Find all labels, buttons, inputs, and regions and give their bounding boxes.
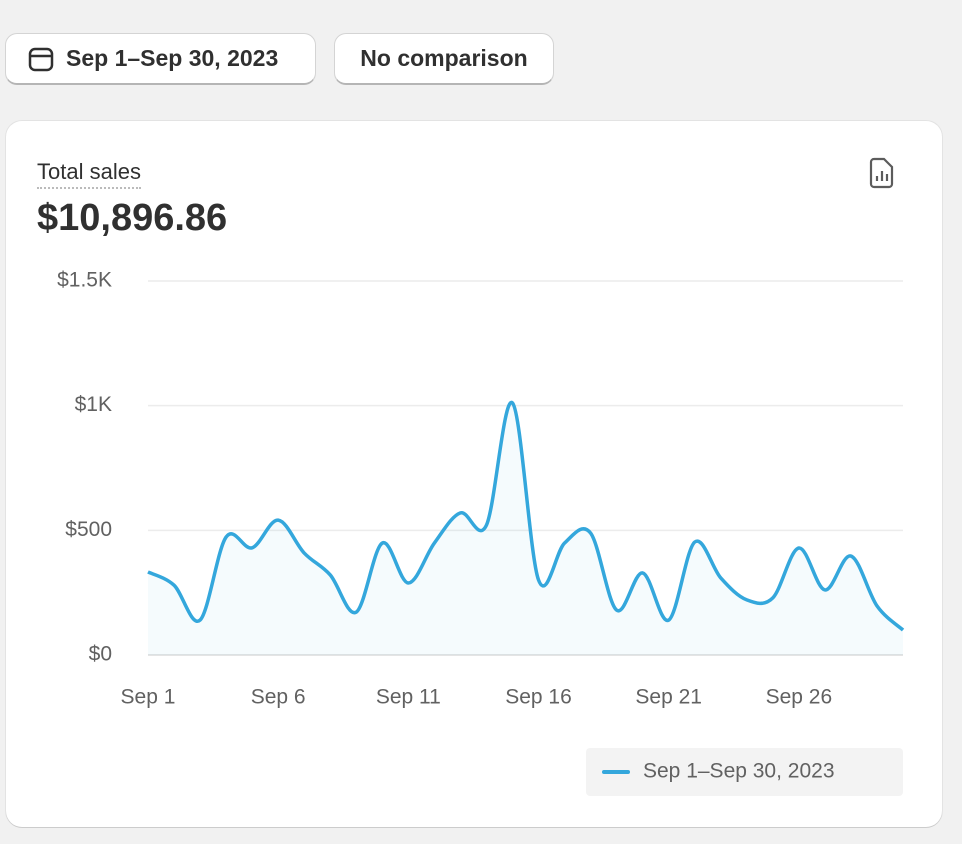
button-label: Sep 1–Sep 30, 2023 [66, 45, 279, 71]
report-icon[interactable] [869, 157, 894, 189]
date-range-button[interactable]: Sep 1–Sep 30, 2023 [5, 33, 316, 85]
button-label: No comparison [360, 45, 528, 71]
total-value: $10,896.86 [37, 197, 228, 239]
comparison-button[interactable]: No comparison [334, 33, 554, 85]
line [147, 401, 905, 632]
y-tick-label: $1.5K [57, 269, 112, 292]
legend-label: Sep 1–Sep 30, 2023 [643, 760, 835, 783]
legend-box [586, 748, 903, 796]
x-tick-label: Sep 16 [505, 686, 572, 709]
x-tick-label: Sep 11 [376, 686, 441, 709]
sales-card: Total sales $10,896.86 $0 $500 $1K $1.5K Sep… [6, 121, 942, 827]
y-tick-label: $500 [65, 518, 112, 541]
area-fill [148, 402, 903, 655]
y-tick-label: $1K [75, 393, 112, 416]
x-tick-label: Sep 1 [121, 686, 176, 709]
chart: $0 $500 $1K $1.5K Sep 1 Sep 6 Sep 11 Sep 16 Sep … [57, 157, 905, 796]
calendar-icon [28, 47, 54, 71]
x-tick-label: Sep 6 [251, 686, 306, 709]
card-title[interactable]: Total sales [37, 159, 141, 189]
y-tick-label: $0 [89, 643, 112, 666]
x-tick-label: Sep 21 [635, 686, 702, 709]
x-tick-label: Sep 26 [766, 686, 833, 709]
